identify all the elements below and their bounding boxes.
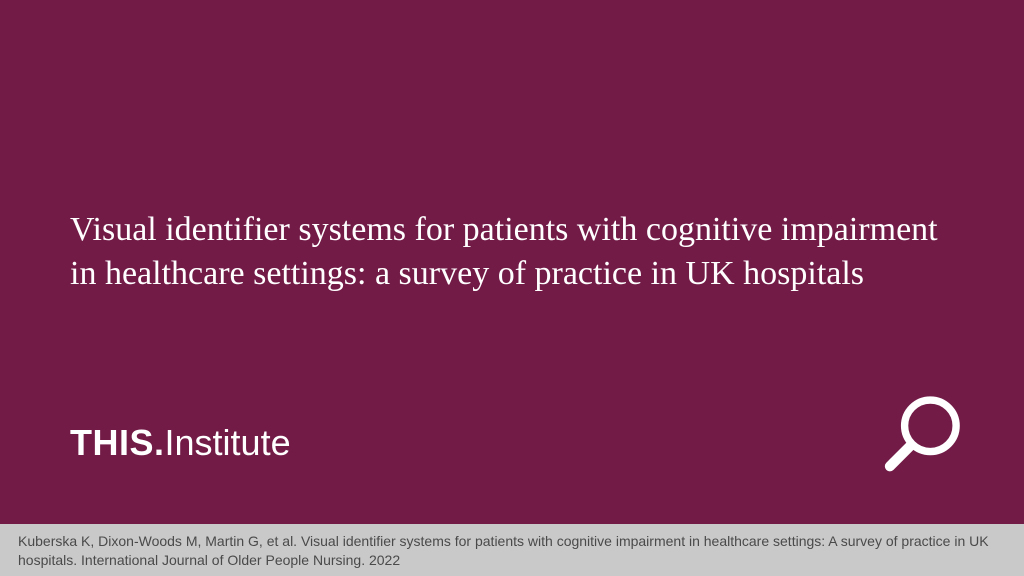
magnifier-icon (877, 389, 969, 486)
citation-text: Kuberska K, Dixon-Woods M, Martin G, et … (18, 533, 989, 568)
logo-light-part: Institute (165, 422, 291, 463)
brand-logo: THIS.Institute (70, 422, 291, 464)
main-panel: Visual identifier systems for patients w… (0, 0, 1024, 524)
logo-bold-part: THIS. (70, 422, 165, 463)
document-title: Visual identifier systems for patients w… (70, 208, 954, 296)
citation-bar: Kuberska K, Dixon-Woods M, Martin G, et … (0, 524, 1024, 576)
